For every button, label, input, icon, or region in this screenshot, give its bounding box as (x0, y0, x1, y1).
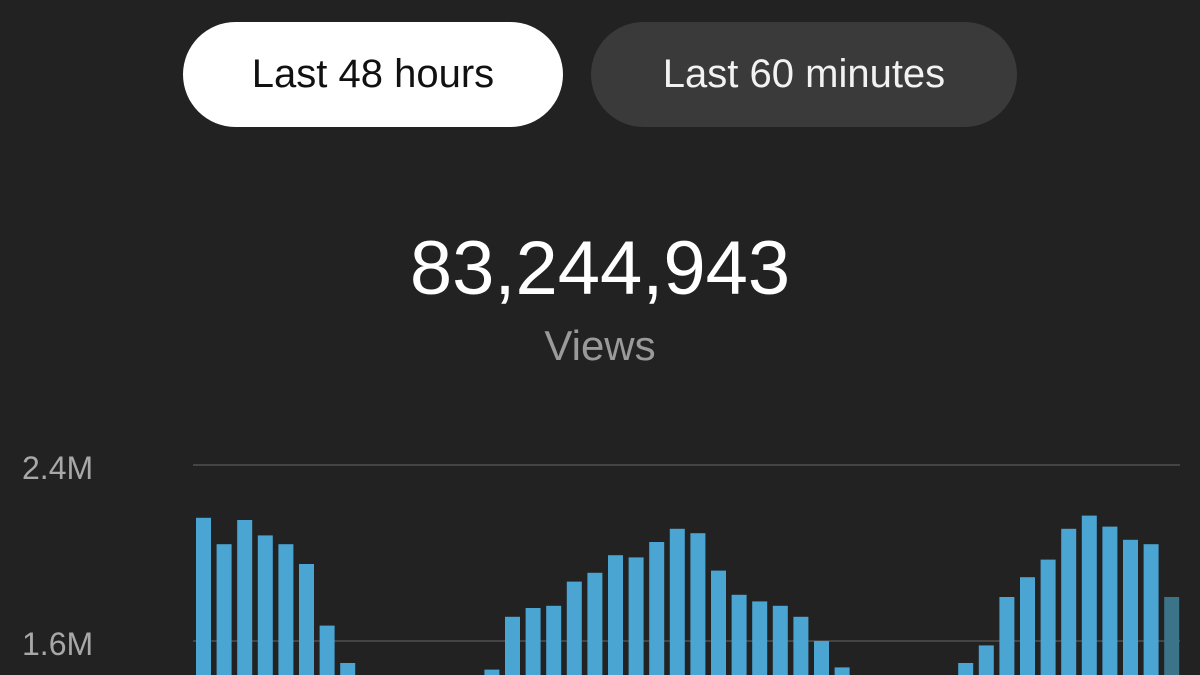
bar (319, 625, 335, 675)
bar (1061, 528, 1077, 675)
total-views-count: 83,244,943 (409, 226, 791, 311)
tab-last-60-minutes[interactable]: Last 60 minutes (591, 22, 1017, 127)
bar (196, 517, 211, 675)
bar (525, 608, 541, 675)
bar (752, 601, 768, 675)
bar (772, 605, 788, 675)
bar (1020, 577, 1035, 675)
bar (608, 555, 623, 675)
bar (958, 663, 974, 675)
bar (299, 564, 314, 675)
bar (546, 605, 562, 675)
bar (1102, 526, 1118, 675)
bar (1081, 515, 1097, 675)
metric-label: Views (544, 322, 656, 369)
bar (278, 544, 294, 675)
bar (566, 581, 582, 675)
tab-label: Last 48 hours (251, 52, 495, 96)
tab-last-48-hours[interactable]: Last 48 hours (183, 22, 563, 127)
bar (1040, 559, 1056, 675)
bar (340, 663, 356, 675)
bar (731, 594, 747, 675)
bar (690, 533, 706, 675)
bar (669, 528, 685, 675)
bar (237, 520, 253, 675)
bar (1164, 597, 1180, 675)
bar (505, 616, 520, 675)
bar (1123, 539, 1138, 675)
bar (978, 645, 994, 675)
tab-label: Last 60 minutes (662, 52, 946, 96)
bar (1143, 544, 1159, 675)
bar (216, 544, 232, 675)
bar (999, 597, 1015, 675)
y-tick-label: 2.4M (22, 450, 93, 486)
bar (257, 535, 273, 675)
bar (793, 616, 809, 675)
bar (711, 570, 726, 675)
bar (649, 542, 665, 675)
bar (834, 667, 850, 675)
bar (628, 557, 644, 675)
bar (814, 641, 829, 675)
bar (484, 669, 500, 675)
bar (587, 572, 603, 675)
y-tick-label: 1.6M (22, 626, 93, 662)
